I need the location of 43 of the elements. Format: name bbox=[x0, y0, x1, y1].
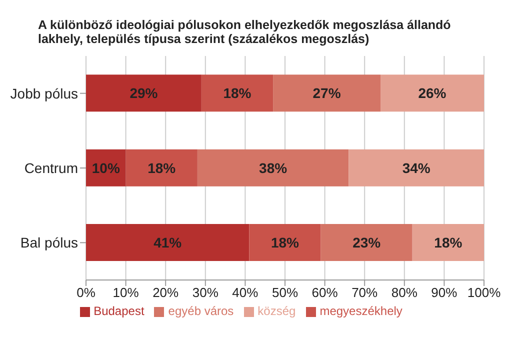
bar bbox=[86, 74, 202, 112]
x-tick-label: 20% bbox=[152, 285, 180, 300]
data-label: 18% bbox=[148, 160, 176, 176]
x-tick-label: 80% bbox=[391, 285, 418, 300]
bar bbox=[86, 224, 250, 261]
x-tick-label: 10% bbox=[112, 285, 140, 300]
bar bbox=[412, 224, 484, 261]
x-tick-label: 0% bbox=[76, 285, 96, 300]
legend-label: egyéb város bbox=[168, 304, 234, 318]
x-tick-label: 30% bbox=[192, 285, 219, 300]
x-tick-label: 40% bbox=[232, 285, 259, 300]
legend-label: Budapest bbox=[94, 304, 144, 318]
data-label: 26% bbox=[418, 85, 447, 102]
x-tick-label: 90% bbox=[431, 285, 458, 300]
y-tick-label: Bal pólus bbox=[20, 234, 78, 251]
x-tick-label: 60% bbox=[312, 285, 338, 300]
data-label: 18% bbox=[223, 85, 252, 102]
bar bbox=[320, 224, 412, 261]
data-label: 23% bbox=[352, 234, 382, 250]
data-label: 10% bbox=[92, 160, 120, 176]
legend-label: megyeszékhely bbox=[320, 304, 402, 318]
chart-title: A különböző ideológiai pólusokon elhelyezkedők megoszlása állandó lakhely, település típusa szerint (százalékos megoszlás) bbox=[38, 18, 452, 46]
bar bbox=[273, 74, 381, 112]
data-label: 38% bbox=[259, 160, 288, 176]
legend-label: község bbox=[258, 304, 296, 318]
data-label: 41% bbox=[154, 234, 182, 250]
data-label: 29% bbox=[130, 85, 158, 102]
data-label: 27% bbox=[312, 85, 342, 102]
bar bbox=[126, 149, 198, 186]
bar bbox=[201, 74, 274, 112]
data-label: 18% bbox=[270, 234, 300, 250]
y-tick-label: Jobb pólus bbox=[10, 85, 78, 102]
x-tick-label: 70% bbox=[352, 285, 378, 300]
x-tick-label: 100% bbox=[467, 285, 502, 300]
bar bbox=[86, 149, 126, 186]
data-label: 34% bbox=[402, 160, 431, 176]
data-label: 18% bbox=[434, 234, 463, 250]
bar bbox=[348, 149, 484, 186]
x-tick-label: 50% bbox=[272, 285, 298, 300]
y-tick-label: Centrum bbox=[24, 160, 78, 176]
bar bbox=[380, 74, 484, 112]
bar bbox=[197, 149, 349, 186]
bar bbox=[249, 224, 321, 261]
